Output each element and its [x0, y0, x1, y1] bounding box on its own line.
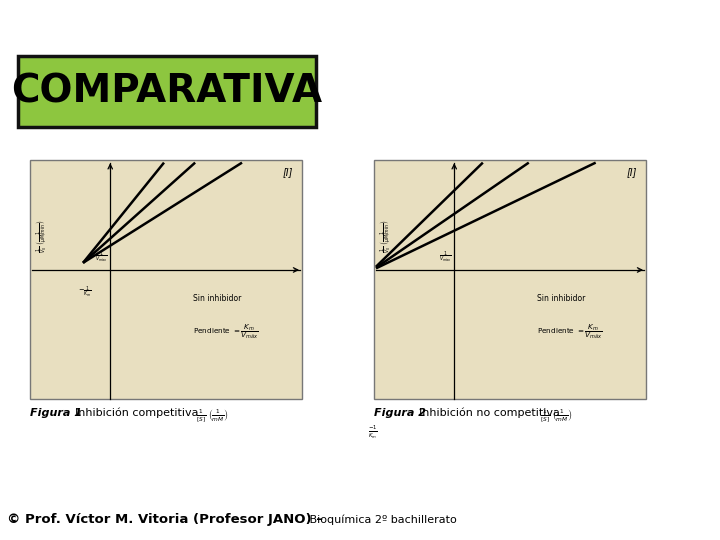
Text: Figura 1: Figura 1: [30, 408, 82, 418]
Text: Inhibición no competitiva.: Inhibición no competitiva.: [412, 408, 564, 418]
Text: © Prof. Víctor M. Vitoria (Profesor JANO) –: © Prof. Víctor M. Vitoria (Profesor JANO…: [7, 513, 323, 526]
Text: Pendiente $= \dfrac{K_m}{V_{m\acute{a}x}}$: Pendiente $= \dfrac{K_m}{V_{m\acute{a}x}…: [537, 322, 603, 341]
Bar: [30, 160, 302, 399]
Text: Bioquímica 2º bachillerato: Bioquímica 2º bachillerato: [306, 515, 456, 525]
Text: $\frac{1}{V_{m\acute{a}x}}$: $\frac{1}{V_{m\acute{a}x}}$: [439, 249, 451, 264]
Text: BIOLOGÍA - Enzimas: BIOLOGÍA - Enzimas: [7, 9, 162, 23]
Text: Pendiente $= \dfrac{K_m}{V_{m\acute{a}x}}$: Pendiente $= \dfrac{K_m}{V_{m\acute{a}x}…: [193, 322, 259, 341]
Text: Sin inhibidor: Sin inhibidor: [193, 294, 242, 303]
Bar: [374, 160, 646, 399]
Text: $\frac{-1}{K_m}$: $\frac{-1}{K_m}$: [368, 424, 377, 441]
Text: Inhibición competitiva.: Inhibición competitiva.: [68, 408, 202, 418]
Text: Figura 2: Figura 2: [374, 408, 426, 418]
Text: COMPARATIVA: COMPARATIVA: [12, 72, 323, 111]
Text: $\frac{1}{V_{m\acute{a}x}}$: $\frac{1}{V_{m\acute{a}x}}$: [95, 249, 107, 264]
Text: $-\frac{1}{K_m}$: $-\frac{1}{K_m}$: [78, 284, 92, 299]
Text: $\frac{1}{V_0}\ \left(\frac{1}{\mu M/min}\right)$: $\frac{1}{V_0}\ \left(\frac{1}{\mu M/min…: [35, 220, 50, 253]
Text: [I]: [I]: [283, 167, 293, 177]
Text: Sin inhibidor: Sin inhibidor: [537, 294, 585, 303]
Text: [I]: [I]: [627, 167, 637, 177]
Bar: [18, 56, 316, 127]
Text: $\frac{1}{[S]}\ \left(\frac{1}{mM}\right)$: $\frac{1}{[S]}\ \left(\frac{1}{mM}\right…: [540, 408, 572, 425]
Text: $\frac{1}{[S]}\ \left(\frac{1}{mM}\right)$: $\frac{1}{[S]}\ \left(\frac{1}{mM}\right…: [196, 408, 229, 425]
Text: $\frac{1}{V_0}\ \left(\frac{1}{\mu M/min}\right)$: $\frac{1}{V_0}\ \left(\frac{1}{\mu M/min…: [379, 220, 394, 253]
